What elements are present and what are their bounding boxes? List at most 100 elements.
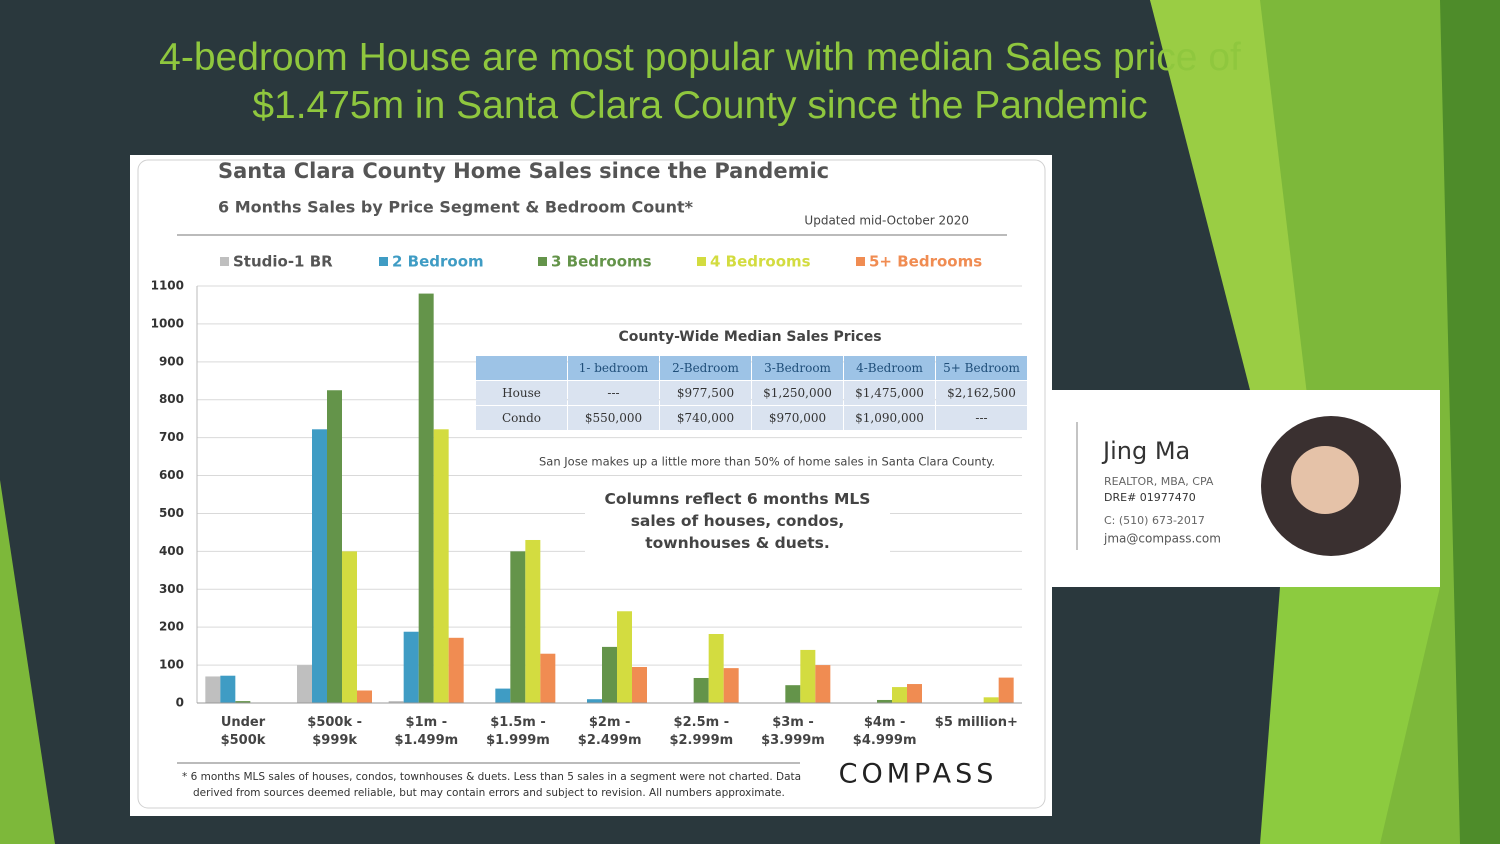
bar xyxy=(220,675,236,703)
chart-subtitle: 6 Months Sales by Price Segment & Bedroo… xyxy=(218,198,694,217)
bar xyxy=(693,677,709,703)
legend-label: Studio-1 BR xyxy=(233,253,333,271)
legend-label: 4 Bedrooms xyxy=(710,253,811,271)
bar xyxy=(632,666,647,703)
bar xyxy=(800,649,816,703)
y-tick-label: 600 xyxy=(159,468,184,482)
table-cell: $977,500 xyxy=(660,381,751,405)
bar xyxy=(525,539,541,703)
bar xyxy=(342,551,357,703)
y-tick-label: 100 xyxy=(159,658,184,672)
table-row-label: House xyxy=(476,381,567,405)
decor xyxy=(1150,0,1310,420)
slide-title: 4-bedroom House are most popular with me… xyxy=(159,36,1241,127)
y-tick-label: 300 xyxy=(159,582,184,596)
table-corner xyxy=(476,356,567,380)
bar xyxy=(448,637,464,703)
card-line: DRE# 01977470 xyxy=(1104,491,1196,504)
y-tick-label: 800 xyxy=(159,392,184,406)
legend-swatch xyxy=(856,257,865,266)
bar xyxy=(708,634,724,703)
bar xyxy=(983,697,999,703)
table-column-header: 5+ Bedroom xyxy=(936,356,1027,380)
bar xyxy=(510,551,526,703)
bar xyxy=(907,684,922,703)
legend-swatch xyxy=(697,257,706,266)
decor xyxy=(1260,587,1440,844)
table-title: County-Wide Median Sales Prices xyxy=(618,329,881,345)
legend-swatch xyxy=(379,257,388,266)
chart-title: Santa Clara County Home Sales since the … xyxy=(218,159,829,183)
table-cell: $740,000 xyxy=(660,406,751,430)
bar xyxy=(495,688,511,703)
card-line: jma@compass.com xyxy=(1103,532,1221,546)
bar xyxy=(617,611,632,703)
bar xyxy=(540,653,556,703)
bar xyxy=(403,631,419,703)
bar xyxy=(357,690,372,703)
table-column-header: 3-Bedroom xyxy=(752,356,843,380)
legend-label: 2 Bedroom xyxy=(392,253,484,271)
table-header-row: 1- bedroom 2-Bedroom 3-Bedroom 4-Bedroom 5+ … xyxy=(476,356,1027,380)
table-cell: $970,000 xyxy=(752,406,843,430)
chart-note: Updated mid-October 2020 xyxy=(804,214,969,228)
bar xyxy=(785,685,801,703)
x-tick-label: $500k - $999k xyxy=(307,715,363,748)
table-cell: $1,475,000 xyxy=(844,381,935,405)
table-column-header: 1- bedroom xyxy=(568,356,659,380)
bar xyxy=(327,390,342,703)
y-tick-label: 400 xyxy=(159,544,184,558)
card-line: REALTOR, MBA, CPA xyxy=(1104,475,1214,488)
bar xyxy=(205,676,221,703)
bar xyxy=(235,701,251,703)
profile-photo-face xyxy=(1291,446,1359,514)
bar xyxy=(815,665,831,703)
y-tick-label: 1000 xyxy=(151,316,184,330)
legend-label: 5+ Bedrooms xyxy=(869,253,982,271)
bar xyxy=(388,701,404,703)
x-tick-label: $3m - $3.999m xyxy=(761,715,825,748)
chart-frame xyxy=(137,159,1046,809)
x-tick-label: $2.5m - $2.999m xyxy=(669,715,734,748)
bar xyxy=(418,293,434,703)
y-tick-label: 0 xyxy=(176,696,184,710)
y-tick-label: 1100 xyxy=(151,279,184,293)
x-tick-label: $2m - $2.499m xyxy=(577,715,642,748)
table-column-header: 2-Bedroom xyxy=(660,356,751,380)
bar xyxy=(433,429,449,703)
legend-swatch xyxy=(538,257,547,266)
decor xyxy=(1440,0,1500,844)
logo: COMPASS xyxy=(839,759,998,790)
bar xyxy=(998,677,1014,703)
bar xyxy=(877,699,892,703)
x-tick-label: $1.5m - $1.999m xyxy=(486,715,550,748)
table-cell: $1,250,000 xyxy=(752,381,843,405)
legend-label: 3 Bedrooms xyxy=(551,253,652,271)
x-tick-label: Under $500k xyxy=(220,715,266,748)
bar xyxy=(297,665,312,703)
table-cell: $1,090,000 xyxy=(844,406,935,430)
bar xyxy=(892,687,907,703)
y-tick-label: 500 xyxy=(159,506,184,520)
x-tick-label: $5 million+ xyxy=(934,715,1018,730)
bar xyxy=(723,668,739,703)
annotation: Columns reflect 6 months MLS sales of ho… xyxy=(585,488,890,554)
y-tick-label: 900 xyxy=(159,354,184,368)
card-name: Jing Ma xyxy=(1101,437,1190,465)
card-line: C: (510) 673-2017 xyxy=(1104,514,1205,527)
table-cell: $2,162,500 xyxy=(936,381,1027,405)
bar xyxy=(602,646,617,703)
table-row: Condo $550,000 $740,000 $970,000 $1,090,000-… xyxy=(476,406,1027,430)
table-cell: --- xyxy=(568,381,659,405)
bar xyxy=(587,699,602,703)
footnote: * 6 months MLS sales of houses, condos, … xyxy=(182,771,802,799)
x-tick-label: $1m - $1.499m xyxy=(394,715,459,748)
table-cell: $550,000 xyxy=(568,406,659,430)
median-table: 1- bedroom 2-Bedroom 3-Bedroom 4-Bedroom 5+ … xyxy=(475,355,1028,431)
table-row: House --- $977,500 $1,250,000 $1,475,000 $2,1… xyxy=(476,381,1027,405)
table-row-label: Condo xyxy=(476,406,567,430)
bar xyxy=(312,429,327,703)
x-tick-label: $4m - $4.999m xyxy=(852,715,917,748)
